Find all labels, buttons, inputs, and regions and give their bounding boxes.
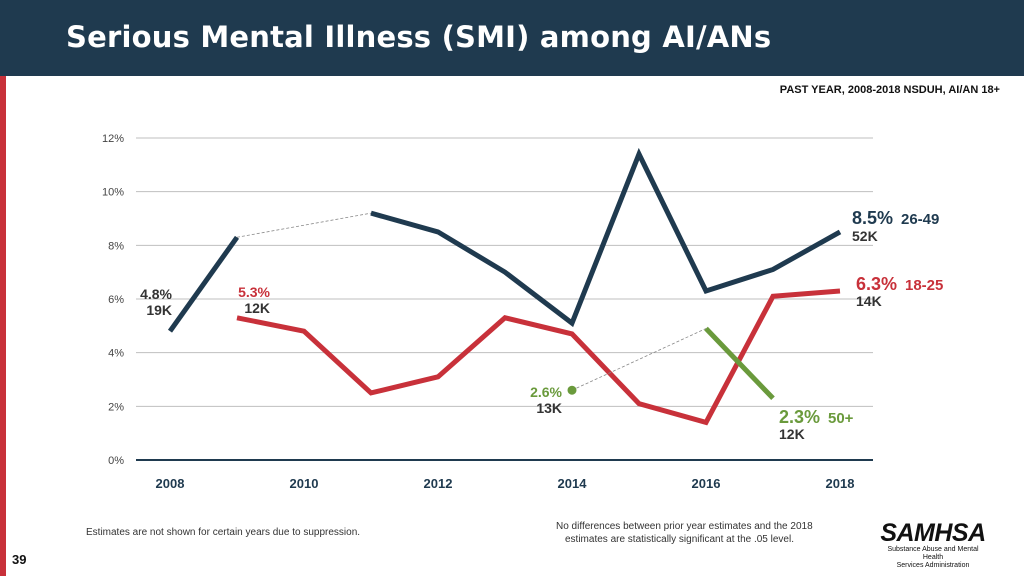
y-tick-label: 10% — [102, 187, 124, 199]
data-label-group: 26-49 — [901, 211, 939, 228]
data-label-count: 19K — [146, 302, 172, 318]
series-point-50-plus — [567, 385, 577, 395]
data-label-count: 52K — [852, 228, 878, 244]
y-tick-label: 12% — [102, 133, 124, 145]
y-tick-label: 4% — [108, 348, 124, 360]
data-label-pct: 5.3% — [238, 284, 270, 300]
significance-footnote-line1: No differences between prior year estima… — [556, 521, 813, 532]
suppression-gap-line-26-49 — [236, 212, 372, 238]
x-tick-label: 2018 — [826, 476, 855, 491]
samhsa-logo-word: SAMHSA — [880, 519, 986, 547]
x-tick-label: 2016 — [692, 476, 721, 491]
data-label-count: 12K — [779, 426, 805, 442]
significance-footnote-line2: estimates are statistically significant … — [565, 534, 794, 545]
data-label-group: 50+ — [828, 410, 854, 427]
data-label-count: 14K — [856, 293, 882, 309]
x-tick-label: 2012 — [424, 476, 453, 491]
samhsa-logo-line2: Services Administration — [896, 562, 970, 569]
data-label-count: 13K — [536, 400, 562, 416]
page-title: Serious Mental Illness (SMI) among AI/AN… — [66, 20, 772, 54]
x-tick-label: 2010 — [290, 476, 319, 491]
data-label-pct: 6.3% — [856, 274, 897, 294]
data-label-group: 18-25 — [905, 277, 943, 294]
suppression-footnote: Estimates are not shown for certain year… — [86, 527, 361, 538]
y-tick-label: 2% — [108, 401, 124, 413]
series-line-26-49 — [167, 235, 240, 333]
series-line-26-49 — [370, 147, 842, 328]
header-bar: Serious Mental Illness (SMI) among AI/AN… — [0, 0, 1024, 76]
chart-subtitle: PAST YEAR, 2008-2018 NSDUH, AI/AN 18+ — [779, 84, 1000, 96]
data-label-count: 12K — [244, 300, 270, 316]
series-line-50-plus — [704, 326, 775, 401]
significance-footnote: No differences between prior year estima… — [556, 520, 846, 546]
series-line-18-25 — [236, 288, 841, 426]
page-number: 39 — [12, 552, 27, 567]
samhsa-logo-line1: Substance Abuse and Mental Health — [887, 546, 979, 561]
data-label-pct: 2.3% — [779, 407, 820, 427]
y-tick-label: 8% — [108, 240, 124, 252]
x-tick-label: 2008 — [156, 476, 185, 491]
data-label-pct: 8.5% — [852, 208, 893, 228]
samhsa-logo: SAMHSA Substance Abuse and Mental Health… — [878, 520, 988, 570]
left-accent-bar — [0, 0, 6, 576]
data-label-pct: 4.8% — [140, 286, 172, 302]
data-label-pct: 2.6% — [530, 384, 562, 400]
y-tick-label: 0% — [108, 455, 124, 467]
suppression-gap-line-50-plus — [571, 328, 707, 391]
y-tick-label: 6% — [108, 294, 124, 306]
x-tick-label: 2014 — [558, 476, 588, 491]
